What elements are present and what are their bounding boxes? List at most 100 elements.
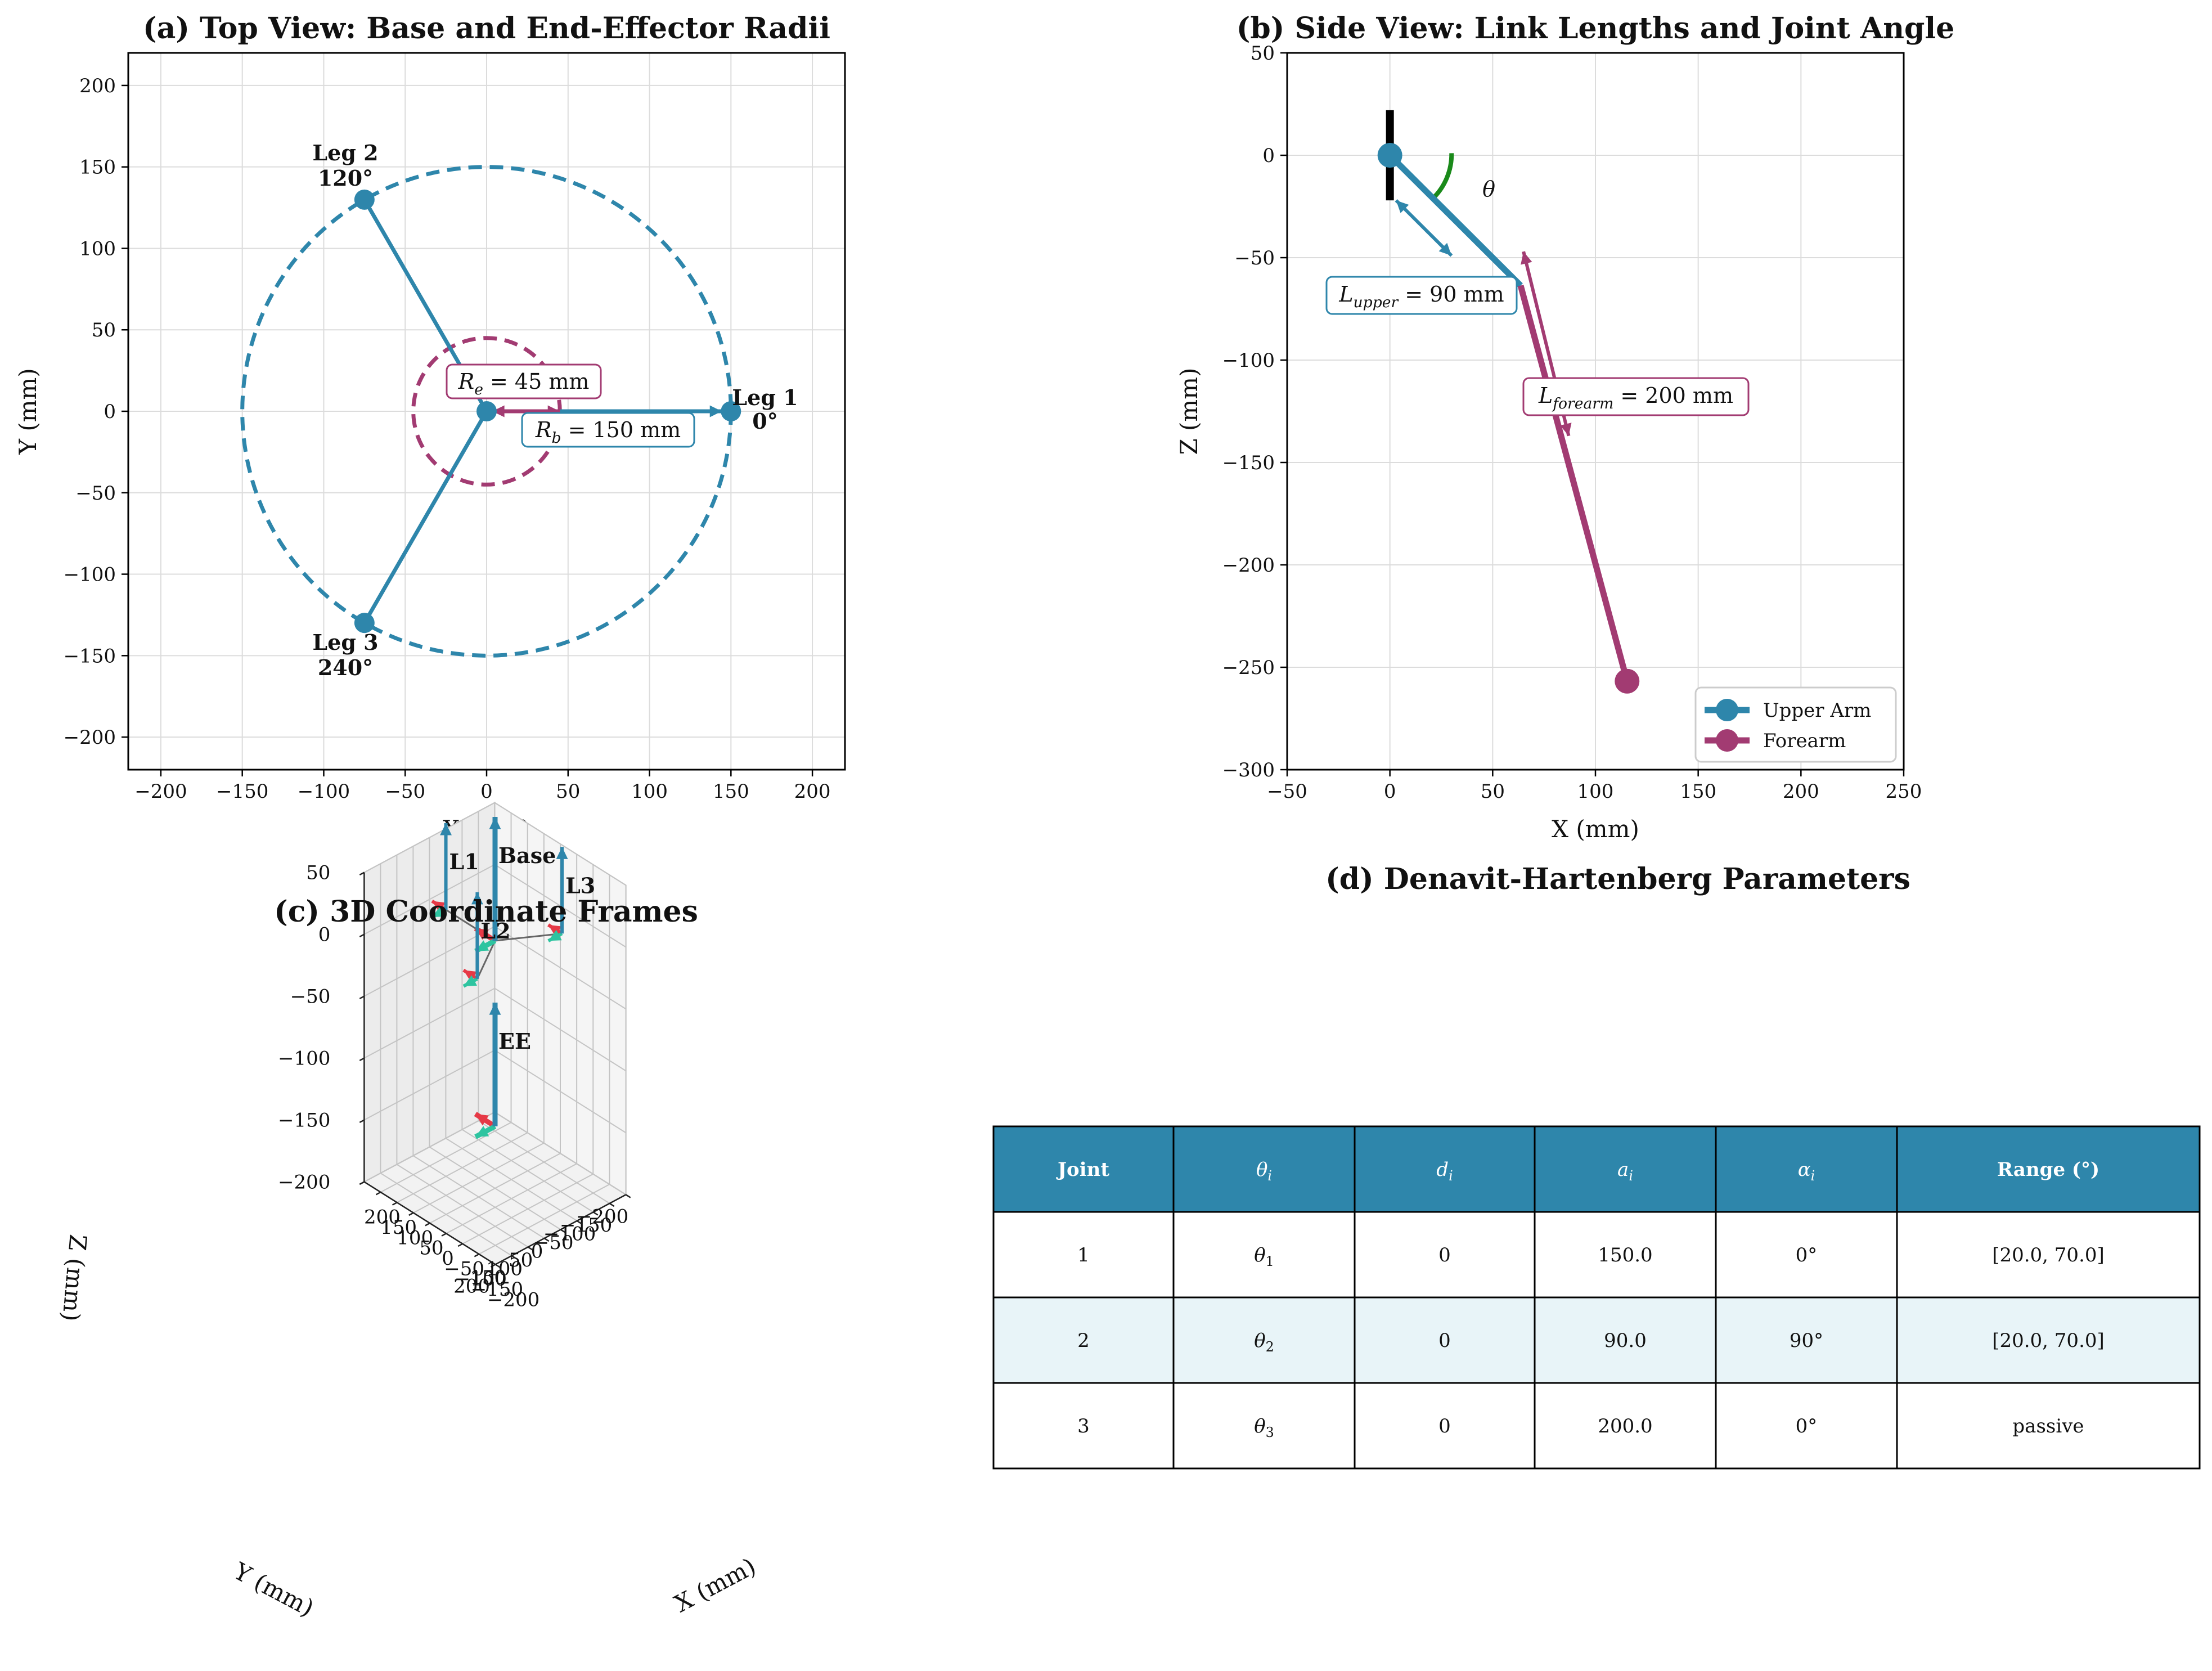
x-tick-label: −50	[1267, 780, 1307, 803]
column-header-symbol: Range (°)	[1997, 1158, 2099, 1181]
x-tick-label: 200	[794, 780, 831, 803]
table-cell-value: 0	[1438, 1415, 1451, 1438]
link-length-annotation-value: = 200 mm	[1613, 383, 1733, 408]
frame-x-axis-arrow-head	[548, 924, 562, 937]
frame-label: L1	[449, 849, 479, 874]
x-tick-label: −200	[134, 780, 187, 803]
wall-grid-z2	[494, 864, 627, 948]
annotation-box	[1325, 276, 1518, 315]
leg-angle-label: 240°	[318, 655, 373, 680]
x-tick-label: −150	[216, 780, 268, 803]
y-tick-mark	[625, 1194, 631, 1198]
radius-annotation-value: = 45 mm	[483, 369, 590, 394]
x-tick-label: 150	[713, 780, 749, 803]
frame-z-axis-arrow-head	[489, 817, 501, 829]
table-cell-value: 90°	[1790, 1329, 1823, 1352]
table-cell	[1354, 1211, 1536, 1299]
x-tick-label: 100	[1577, 780, 1614, 803]
x-tick-mark	[474, 1253, 480, 1257]
z-axis-label: Z (mm)	[57, 1233, 92, 1323]
column-header-subscript: i	[1629, 1168, 1633, 1184]
cell-text: 0°	[1796, 1244, 1818, 1266]
x-tick-mark	[392, 1202, 398, 1206]
plot-frame	[127, 52, 846, 771]
leg-joint-point	[721, 401, 741, 421]
leg-joint-point	[354, 189, 375, 210]
wall-grid-z2	[494, 1049, 627, 1134]
column-header-symbol: α	[1798, 1158, 1811, 1181]
cell-text: 0	[1438, 1244, 1451, 1266]
z-tick-mark	[359, 995, 365, 1000]
frame-x-axis-arrow-head	[475, 1113, 489, 1126]
y-tick-label: 200	[453, 1275, 490, 1297]
frame-y-axis-arrow-head	[475, 1126, 489, 1137]
legend-marker	[1716, 729, 1738, 752]
joint-angle-arc	[1431, 153, 1454, 200]
floor-grid-y	[445, 1138, 578, 1221]
x-tick-label: 0	[480, 780, 493, 803]
cell-text: 90°	[1790, 1329, 1823, 1352]
y-axis-label: Z (mm)	[1175, 368, 1203, 455]
table-cell-value: 90.0	[1604, 1329, 1647, 1352]
x-tick-label: −150	[471, 1278, 523, 1301]
y-tick-mark	[543, 1237, 550, 1242]
leg-angle-label: 0°	[752, 408, 777, 434]
cell-text: θ	[1254, 1329, 1265, 1352]
link-length-annotation-subscript: upper	[1354, 294, 1400, 311]
table-header-cell	[1715, 1125, 1898, 1213]
table-cell-value: 3	[1077, 1415, 1090, 1438]
frame-z-axis-arrow-head	[440, 823, 452, 835]
y-tick-label: −150	[560, 1214, 612, 1237]
floor-grid-y	[478, 1120, 610, 1204]
table-header-cell	[1896, 1125, 2201, 1213]
table-cell-value: 0°	[1796, 1415, 1818, 1438]
x-tick-mark	[441, 1233, 447, 1237]
y-tick-label: −50	[75, 482, 116, 505]
z-tick-label: −200	[278, 1171, 330, 1194]
wall-grid-z1	[363, 802, 495, 873]
table-cell-value: passive	[2012, 1415, 2084, 1438]
table-cell-value: [20.0, 70.0]	[1992, 1244, 2105, 1266]
table-column-header: Joint	[1056, 1158, 1109, 1181]
x-tick-label: 150	[380, 1216, 417, 1239]
table-cell-value: θ2	[1254, 1329, 1274, 1355]
table-cell	[992, 1382, 1175, 1470]
x-tick-label: −100	[298, 780, 350, 803]
table-header-cell	[1354, 1125, 1536, 1213]
legend-marker	[1716, 699, 1738, 721]
z-tick-mark	[359, 1057, 365, 1062]
y-tick-label: 0	[531, 1240, 543, 1263]
table-cell	[1896, 1296, 2201, 1384]
x-tick-label: 200	[1783, 780, 1819, 803]
leg-line	[362, 410, 489, 624]
annotation-box	[521, 412, 695, 448]
table-cell	[1534, 1382, 1717, 1470]
link-length-annotation-symbol: L	[1338, 282, 1353, 307]
link-length-annotation: Lupper = 90 mm	[1338, 282, 1504, 311]
cell-text: passive	[2012, 1415, 2084, 1438]
table-cell	[1896, 1211, 2201, 1299]
y-tick-label: −150	[64, 645, 116, 667]
cell-subscript: 3	[1266, 1425, 1274, 1440]
frame-label: EE	[498, 1028, 531, 1054]
z-tick-mark	[359, 933, 365, 938]
table-cell-value: 0	[1438, 1244, 1451, 1266]
y-tick-label: 100	[486, 1257, 523, 1280]
x-tick-label: 0	[442, 1247, 454, 1270]
y-tick-mark	[527, 1246, 533, 1251]
link-length-annotation: Lforearm = 200 mm	[1538, 383, 1733, 412]
floor-grid-y	[461, 1129, 594, 1213]
y-tick-label: −150	[1222, 452, 1275, 474]
y-tick-label: −100	[1222, 349, 1275, 372]
column-header-subscript: i	[1267, 1168, 1272, 1184]
frame-y-axis-arrow-head	[548, 929, 562, 941]
x-tick-mark	[408, 1212, 414, 1216]
z-tick-mark	[359, 872, 365, 876]
y-tick-label: 50	[509, 1249, 533, 1272]
y-axis-label: Y (mm)	[14, 368, 42, 455]
table-cell	[1534, 1211, 1717, 1299]
table-cell-value: 200.0	[1598, 1415, 1652, 1438]
y-tick-label: 0	[1262, 145, 1275, 167]
column-header-symbol: Joint	[1056, 1158, 1109, 1181]
